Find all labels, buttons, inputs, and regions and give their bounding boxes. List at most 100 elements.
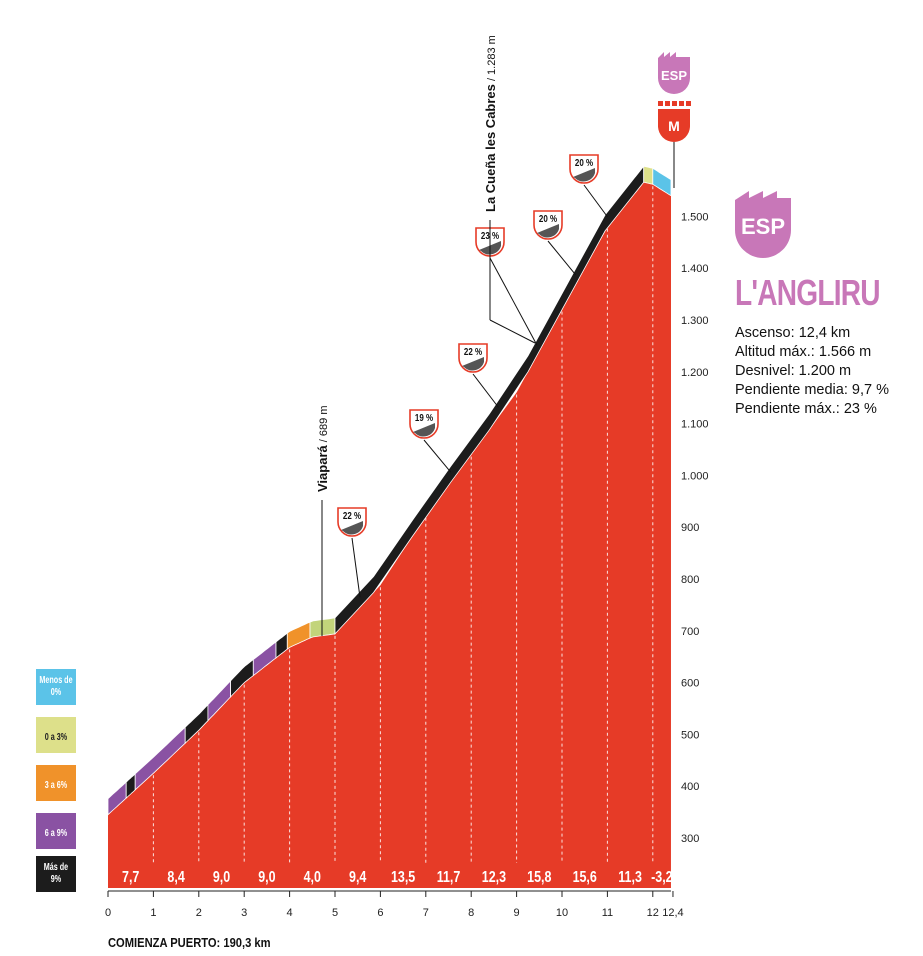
segment-gradient-labels: 7,7 8,4 9,0 9,0 4,0 9,4 13,5 11,7 12,3 15,8 15,6 11… bbox=[122, 869, 673, 887]
region-badge-small-text: ESP bbox=[661, 68, 687, 83]
marker-label: 20 % bbox=[539, 213, 557, 224]
segment-gradient-label: 4,0 bbox=[304, 869, 321, 887]
marker-label: 22 % bbox=[464, 346, 482, 357]
summit-badge-text: M bbox=[668, 118, 680, 134]
x-tick-label: 10 bbox=[556, 907, 568, 919]
marker-leader bbox=[472, 373, 499, 408]
y-axis: 300 400 500 600 700 800 900 1.000 1.100 1.200 1.30… bbox=[681, 211, 709, 845]
waypoint-elevation: / 1.283 m bbox=[486, 35, 498, 84]
stat-ascenso: Ascenso: 12,4 km bbox=[735, 325, 851, 341]
ramp-marker: 19 % bbox=[409, 409, 439, 439]
y-tick-label: 1.500 bbox=[681, 211, 709, 223]
x-tick-label: 5 bbox=[332, 907, 338, 919]
waypoint-label: Viapará / 689 m bbox=[315, 406, 330, 493]
legend-swatch bbox=[36, 765, 76, 801]
x-tick-label: 8 bbox=[468, 907, 474, 919]
title-block: L'ANGLIRU Ascenso: 12,4 km Altitud máx.:… bbox=[735, 272, 921, 419]
x-tick-label: 6 bbox=[377, 907, 383, 919]
stat-altitud: Altitud máx.: 1.566 m bbox=[735, 344, 872, 360]
y-tick-label: 600 bbox=[681, 678, 699, 690]
stat-desnivel: Desnivel: 1.200 m bbox=[735, 363, 852, 379]
y-tick-label: 1.100 bbox=[681, 419, 709, 431]
ramp-marker: 22 % bbox=[458, 343, 488, 373]
marker-leader bbox=[583, 184, 608, 218]
waypoint-name: La Cueña les Cabres bbox=[483, 84, 498, 212]
marker-leader bbox=[423, 439, 452, 473]
y-tick-label: 1.400 bbox=[681, 263, 709, 275]
y-tick-label: 400 bbox=[681, 781, 699, 793]
segment-gradient-label: 11,7 bbox=[437, 869, 461, 887]
ramp-marker: 20 % bbox=[569, 154, 599, 184]
marker-slope-icon bbox=[341, 521, 363, 535]
x-tick-label: 11 bbox=[602, 907, 613, 919]
crown-cell bbox=[686, 101, 691, 106]
marker-label: 20 % bbox=[575, 157, 593, 168]
ramp-marker: 20 % bbox=[533, 210, 563, 240]
crown-cell bbox=[672, 101, 677, 106]
segment-gradient-label: 7,7 bbox=[122, 869, 139, 887]
legend: Menos de0% 0 a 3% 3 a 6% 6 a 9% Más de9% bbox=[36, 669, 76, 892]
y-tick-label: 500 bbox=[681, 729, 699, 741]
marker-label: 19 % bbox=[415, 412, 433, 423]
ridge-segment bbox=[652, 167, 672, 197]
y-tick-label: 700 bbox=[681, 626, 699, 638]
legend-swatch bbox=[36, 856, 76, 892]
marker-label: 22 % bbox=[343, 510, 361, 521]
marker-leader bbox=[351, 537, 361, 598]
marker-slope-icon bbox=[573, 168, 595, 182]
x-axis: 0 1 2 3 4 5 6 7 8 9 10 11 12 12,4 bbox=[105, 890, 684, 919]
ramp-markers: 22 %19 %22 %23 %20 %20 % bbox=[337, 154, 608, 598]
waypoint-elevation: / 689 m bbox=[318, 406, 330, 446]
region-badge-text: ESP bbox=[741, 214, 785, 239]
segment-gradient-label: 8,4 bbox=[167, 869, 184, 887]
profile-area bbox=[108, 182, 671, 888]
waypoint-label: La Cueña les Cabres / 1.283 m bbox=[483, 35, 498, 212]
x-tick-label: 12 bbox=[647, 907, 659, 919]
segment-gradient-label: 9,0 bbox=[258, 869, 275, 887]
marker-slope-icon bbox=[462, 357, 484, 371]
km-dividers bbox=[152, 186, 654, 863]
x-tick-label: 1 bbox=[150, 907, 156, 919]
y-tick-label: 300 bbox=[681, 833, 699, 845]
segment-gradient-label: 15,6 bbox=[573, 869, 597, 887]
region-badge-large: ESP bbox=[735, 191, 791, 258]
legend-swatch bbox=[36, 813, 76, 849]
waypoint-name: Viapará bbox=[315, 444, 330, 492]
crown-cell bbox=[658, 101, 663, 106]
page-title: L'ANGLIRU bbox=[735, 272, 881, 313]
legend-label: 3 a 6% bbox=[45, 779, 68, 790]
segment-gradient-label: 13,5 bbox=[391, 869, 415, 887]
y-tick-label: 800 bbox=[681, 574, 699, 586]
segment-gradient-label: -3,2 bbox=[651, 869, 673, 887]
crown-cell bbox=[679, 101, 684, 106]
legend-label: 6 a 9% bbox=[45, 827, 68, 838]
waypoints: Viapará / 689 m La Cueña les Cabres / 1.2… bbox=[315, 35, 536, 636]
x-tick-label: 9 bbox=[514, 907, 520, 919]
segment-gradient-label: 12,3 bbox=[482, 869, 506, 887]
legend-label: 0% bbox=[51, 686, 62, 697]
stat-pendiente-max: Pendiente máx.: 23 % bbox=[735, 401, 877, 417]
profile-fill bbox=[108, 182, 671, 888]
segment-gradient-label: 15,8 bbox=[527, 869, 551, 887]
legend-label: Más de bbox=[44, 861, 69, 872]
legend-label: 9% bbox=[51, 873, 62, 884]
legend-swatch bbox=[36, 669, 76, 705]
ridge-segment bbox=[643, 165, 654, 185]
marker-slope-icon bbox=[537, 224, 559, 238]
ramp-marker: 22 % bbox=[337, 507, 367, 537]
marker-leader bbox=[489, 257, 538, 346]
segment-gradient-label: 9,0 bbox=[213, 869, 230, 887]
y-tick-label: 1.300 bbox=[681, 315, 709, 327]
y-tick-label: 1.200 bbox=[681, 367, 709, 379]
summit-badges: ESP M bbox=[658, 52, 691, 188]
x-tick-label: 4 bbox=[287, 907, 293, 919]
y-tick-label: 1.000 bbox=[681, 470, 709, 482]
x-tick-label: 12,4 bbox=[662, 907, 683, 919]
legend-swatch bbox=[36, 717, 76, 753]
y-tick-label: 900 bbox=[681, 522, 699, 534]
segment-gradient-label: 11,3 bbox=[618, 869, 642, 887]
legend-label: 0 a 3% bbox=[45, 731, 68, 742]
x-tick-label: 3 bbox=[241, 907, 247, 919]
summit-badge bbox=[658, 109, 690, 142]
